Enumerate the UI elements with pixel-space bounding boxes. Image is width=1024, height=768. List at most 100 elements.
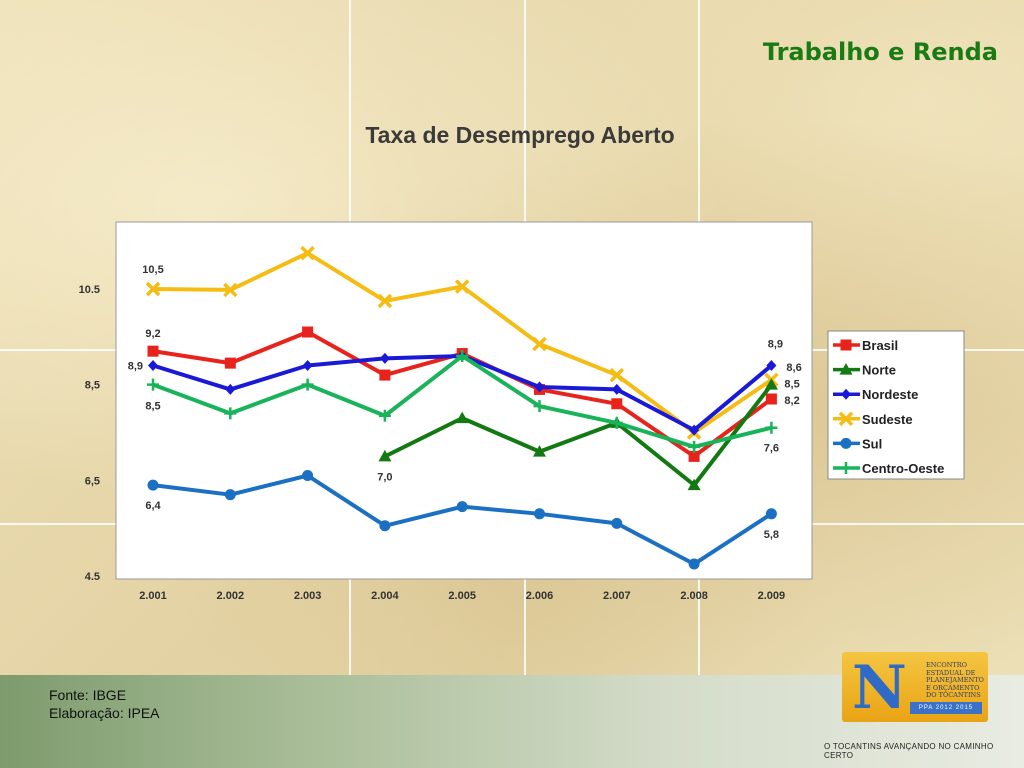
data-point-norte [764,378,778,390]
legend-label-centro-oeste: Centro-Oeste [862,461,944,476]
legend-item-sudeste: Sudeste [833,411,913,427]
data-point-sul [611,517,623,529]
y-tick-label: 10.5 [79,284,100,296]
data-label: 8,9 [128,361,143,373]
data-point-nordeste [379,352,390,364]
logo-line: DO TOCANTINS [926,691,981,699]
legend-label-sudeste: Sudeste [862,412,913,427]
data-point-sul [224,489,236,501]
data-point-centro-oeste [301,378,314,391]
slide-title: Trabalho e Renda [762,38,998,66]
logo-ppa-badge: PPA 2012 2015 [910,702,982,714]
logo-line: ENCONTRO [926,661,967,669]
x-tick-label: 2.006 [526,590,554,602]
data-label: 10,5 [142,264,163,276]
data-point-nordeste [766,360,777,372]
legend-label-nordeste: Nordeste [862,387,918,402]
data-label: 7,6 [764,443,779,455]
data-point-centro-oeste [378,409,391,422]
data-point-centro-oeste [456,349,469,362]
legend-marker-nordeste [841,388,851,400]
data-point-centro-oeste [688,440,701,453]
x-tick-label: 2.002 [217,590,245,602]
legend-marker-sudeste [838,411,854,427]
data-point-sudeste [609,367,625,383]
legend: Brasil Norte Nordeste Sudeste Sul Centro-Oest… [833,338,944,476]
data-point-centro-oeste [533,400,546,413]
legend-marker-sul [840,437,852,449]
unemployment-chart: Taxa de Desemprego Aberto 4.5 6,5 8,5 10.5 2… [79,122,965,602]
data-point-sul [456,501,468,513]
author-line: Elaboração: IPEA [49,705,160,721]
data-label: 5,8 [764,529,779,541]
data-point-brasil [147,345,159,357]
series-centro-oeste [147,349,778,453]
data-label: 6,4 [145,500,161,512]
data-point-sudeste [377,293,393,309]
y-tick-label: 6,5 [85,475,100,487]
x-tick-label: 2.009 [758,590,786,602]
logo-text: ENCONTRO ESTADUAL DE PLANEJAMENTO E ORÇA… [926,661,984,700]
y-tick-label: 4.5 [85,571,100,583]
data-point-brasil [765,393,777,405]
data-point-sul [379,520,391,532]
data-label: 8,9 [768,339,783,351]
legend-marker-norte [839,363,853,375]
legend-item-centro-oeste: Centro-Oeste [833,461,944,476]
data-point-sudeste [532,336,547,352]
tagline: O TOCANTINS AVANÇANDO NO CAMINHO CERTO [824,742,994,760]
data-point-norte [687,478,701,491]
data-point-centro-oeste [610,416,623,429]
data-point-brasil [688,450,700,462]
data-label: 8,6 [786,362,801,374]
data-point-brasil [379,369,391,381]
data-point-centro-oeste [765,421,778,434]
legend-marker-brasil [840,339,852,351]
data-point-sudeste [454,279,470,294]
legend-label-brasil: Brasil [862,338,898,353]
x-tick-label: 2.003 [294,590,322,602]
data-label: 9,2 [145,328,160,340]
series-sul [147,470,777,570]
data-point-norte [378,449,392,462]
logo-line: E ORÇAMENTO [926,683,980,692]
event-logo: N ENCONTRO ESTADUAL DE PLANEJAMENTO E OR… [838,650,988,724]
x-tick-label: 2.004 [371,590,399,602]
data-point-nordeste [534,381,545,393]
source-note: Fonte: IBGE Elaboração: IPEA [49,686,160,722]
data-point-brasil [302,326,314,338]
data-label: 7,0 [377,471,392,483]
data-label: 8,5 [145,401,160,413]
data-point-sudeste [223,282,238,298]
data-point-sudeste [300,245,315,261]
data-point-sul [534,508,545,520]
x-tick-label: 2.007 [603,590,631,602]
data-point-nordeste [611,383,622,395]
data-label: 8,2 [784,395,799,407]
data-point-sul [302,470,314,482]
data-point-nordeste [302,360,313,372]
data-point-brasil [611,398,623,410]
x-tick-label: 2.008 [680,590,708,602]
data-point-nordeste [689,424,700,436]
data-point-norte [533,445,546,457]
legend-marker-centro-oeste [840,462,852,474]
y-tick-label: 8,5 [85,380,100,392]
logo-line: ESTADUAL DE [926,668,976,677]
x-tick-label: 2.005 [448,590,476,602]
data-label: 8,5 [784,379,799,391]
data-point-norte [455,411,469,424]
data-point-sul [147,479,159,491]
legend-label-norte: Norte [862,363,896,378]
x-tick-label: 2.001 [139,590,167,602]
data-point-centro-oeste [224,407,237,420]
series-line-norte [384,383,773,488]
legend-item-nordeste: Nordeste [833,387,918,402]
legend-box [827,330,965,480]
data-point-nordeste [148,360,158,372]
data-point-sul [688,558,700,570]
legend-label-sul: Sul [862,436,882,451]
data-point-brasil [224,357,236,369]
data-point-nordeste [225,383,236,395]
source-line: Fonte: IBGE [49,687,127,703]
